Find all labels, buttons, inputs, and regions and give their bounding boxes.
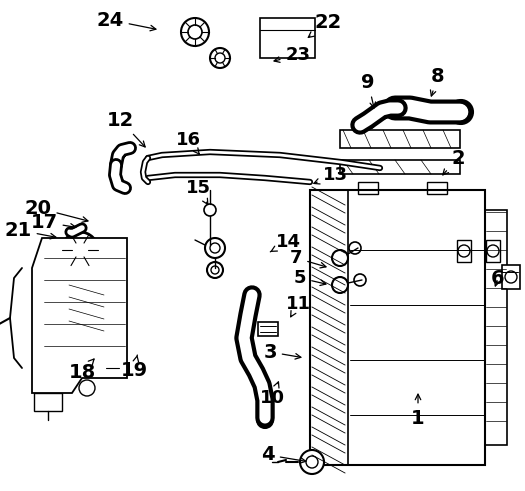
Bar	[310, 190, 485, 465]
Circle shape	[207, 262, 223, 278]
Text: 7: 7	[290, 249, 326, 268]
Text: 24: 24	[97, 10, 156, 31]
Circle shape	[300, 450, 324, 474]
Text: 23: 23	[274, 46, 310, 64]
Text: 2: 2	[443, 148, 465, 175]
Circle shape	[62, 232, 98, 268]
Circle shape	[257, 412, 273, 428]
Text: 14: 14	[270, 233, 300, 252]
Circle shape	[349, 242, 361, 254]
Text: 1: 1	[411, 394, 425, 428]
Text: 20: 20	[25, 198, 88, 222]
Bar	[340, 130, 460, 148]
Text: 15: 15	[185, 179, 211, 204]
Circle shape	[332, 277, 348, 293]
Bar	[486, 240, 500, 262]
Bar	[340, 160, 460, 174]
Text: 4: 4	[261, 445, 306, 464]
Text: 8: 8	[430, 66, 445, 96]
Bar	[427, 182, 447, 194]
Circle shape	[354, 274, 366, 286]
Text: 13: 13	[314, 166, 348, 184]
Circle shape	[332, 250, 348, 266]
Text: 5: 5	[294, 269, 326, 287]
Polygon shape	[32, 238, 127, 393]
Text: 9: 9	[361, 73, 375, 108]
Text: 16: 16	[175, 131, 201, 154]
Text: 22: 22	[308, 12, 342, 37]
Circle shape	[361, 115, 375, 129]
Circle shape	[205, 238, 225, 258]
Bar	[502, 265, 520, 289]
Text: 17: 17	[30, 213, 76, 231]
Bar	[67, 283, 105, 333]
Circle shape	[210, 48, 230, 68]
Bar	[260, 18, 315, 58]
Text: 3: 3	[263, 343, 301, 361]
Text: 18: 18	[68, 359, 96, 382]
Bar	[485, 210, 507, 445]
Circle shape	[449, 100, 473, 124]
Text: 6: 6	[491, 269, 505, 288]
Bar	[34, 393, 62, 411]
Text: 12: 12	[107, 110, 145, 147]
Text: 11: 11	[286, 295, 310, 317]
Text: 19: 19	[120, 355, 148, 380]
Bar	[258, 322, 278, 336]
Circle shape	[181, 18, 209, 46]
Text: 10: 10	[259, 382, 285, 407]
Circle shape	[204, 204, 216, 216]
Text: 21: 21	[4, 220, 56, 240]
Bar	[457, 240, 471, 262]
Bar	[358, 182, 378, 194]
Bar	[310, 190, 348, 465]
